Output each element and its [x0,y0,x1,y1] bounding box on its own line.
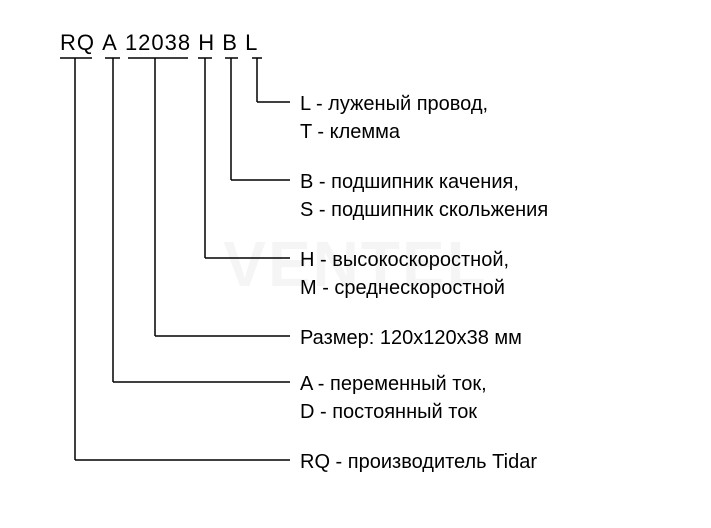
connector-lines [0,0,711,528]
